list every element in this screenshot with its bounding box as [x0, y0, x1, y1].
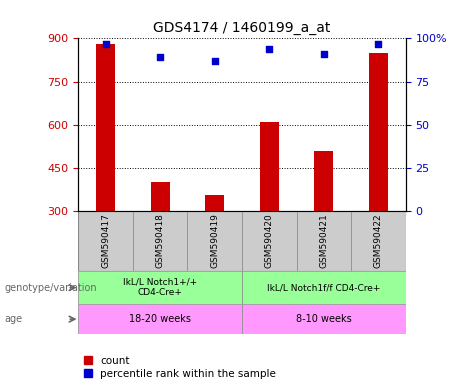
Text: GSM590421: GSM590421: [319, 214, 328, 268]
Bar: [314, 151, 333, 298]
Text: GSM590422: GSM590422: [374, 214, 383, 268]
Bar: [78, 304, 242, 334]
Bar: [188, 211, 242, 271]
Point: [157, 54, 164, 60]
Text: GSM590418: GSM590418: [156, 214, 165, 268]
Bar: [242, 211, 296, 271]
Bar: [78, 271, 242, 304]
Point: [320, 51, 327, 57]
Bar: [133, 211, 188, 271]
Text: GSM590417: GSM590417: [101, 214, 110, 268]
Point: [102, 40, 109, 46]
Bar: [351, 211, 406, 271]
Legend: count, percentile rank within the sample: count, percentile rank within the sample: [83, 356, 276, 379]
Title: GDS4174 / 1460199_a_at: GDS4174 / 1460199_a_at: [154, 21, 331, 35]
Point: [375, 40, 382, 46]
Text: 8-10 weeks: 8-10 weeks: [296, 314, 352, 324]
Bar: [96, 44, 115, 298]
Text: GSM590419: GSM590419: [210, 214, 219, 268]
Text: 18-20 weeks: 18-20 weeks: [129, 314, 191, 324]
Text: GSM590420: GSM590420: [265, 214, 274, 268]
Bar: [242, 271, 406, 304]
Bar: [151, 182, 170, 298]
Bar: [260, 122, 279, 298]
Bar: [205, 195, 225, 298]
Bar: [369, 53, 388, 298]
Point: [211, 58, 219, 64]
Bar: [78, 211, 133, 271]
Bar: [296, 211, 351, 271]
Text: age: age: [5, 314, 23, 324]
Text: IkL/L Notch1f/f CD4-Cre+: IkL/L Notch1f/f CD4-Cre+: [267, 283, 380, 292]
Text: IkL/L Notch1+/+
CD4-Cre+: IkL/L Notch1+/+ CD4-Cre+: [123, 278, 197, 297]
Point: [266, 46, 273, 52]
Text: genotype/variation: genotype/variation: [5, 283, 97, 293]
Bar: [242, 304, 406, 334]
